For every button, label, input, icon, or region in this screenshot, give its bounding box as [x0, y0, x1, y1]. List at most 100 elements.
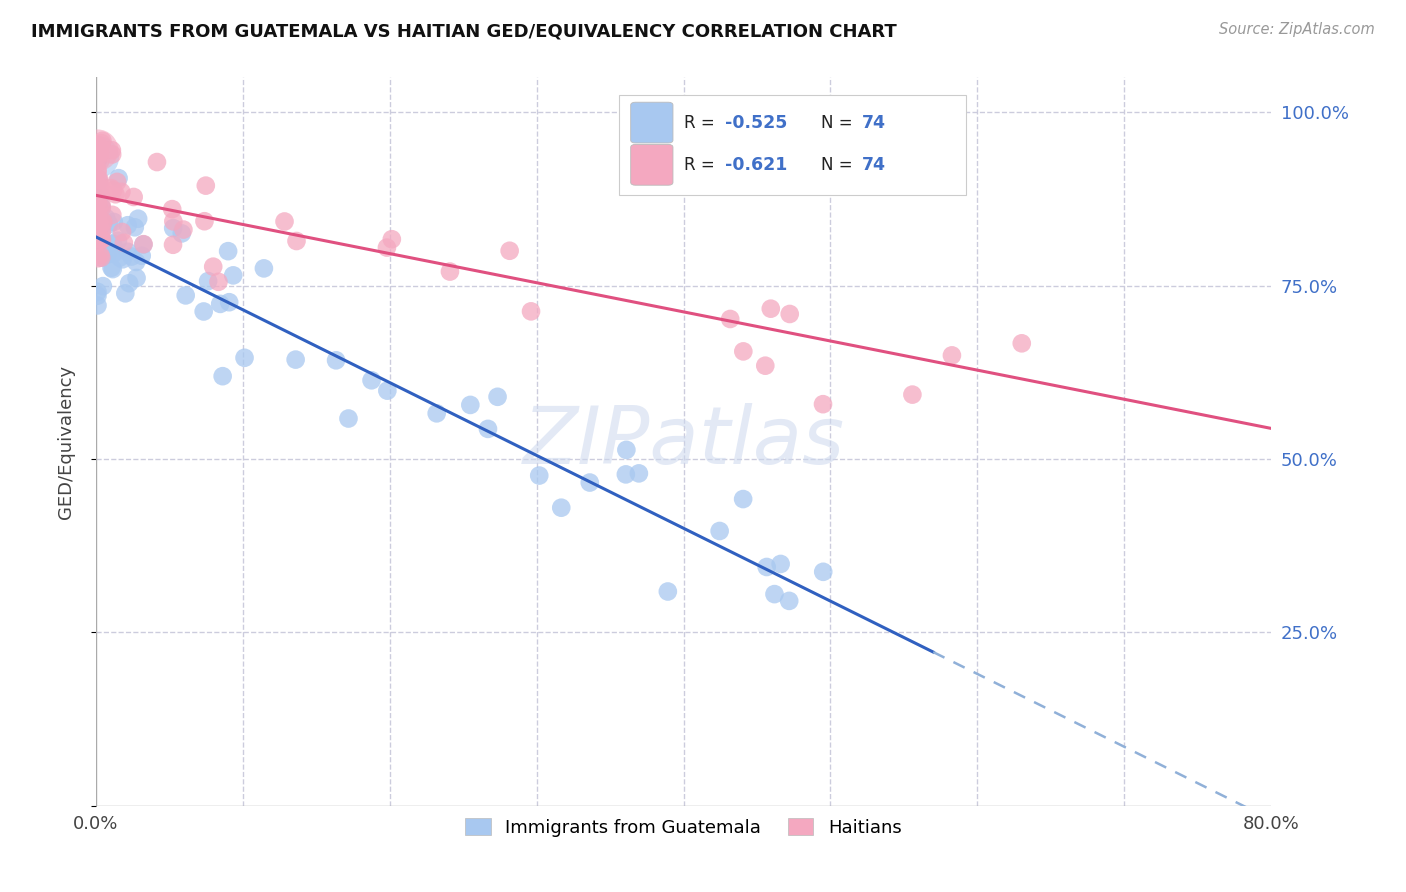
Point — [111, 225, 134, 239]
Point — [91, 240, 114, 254]
Point — [209, 297, 232, 311]
Point — [769, 557, 792, 571]
Point — [111, 252, 134, 267]
Point — [114, 286, 136, 301]
Point — [233, 351, 256, 365]
Point — [89, 179, 111, 194]
Point — [162, 237, 184, 252]
Point — [87, 179, 110, 194]
Point — [86, 154, 108, 169]
Point — [89, 220, 111, 235]
Point — [107, 234, 129, 248]
Point — [87, 146, 110, 161]
Point — [86, 288, 108, 302]
Point — [627, 467, 650, 481]
Point — [87, 174, 110, 188]
Point — [90, 224, 112, 238]
Point — [89, 145, 111, 160]
Point — [162, 214, 184, 228]
Point — [91, 134, 114, 148]
Point — [87, 199, 110, 213]
Point — [90, 251, 112, 265]
Point — [90, 233, 112, 247]
Point — [90, 136, 112, 151]
Point — [439, 264, 461, 278]
Point — [284, 352, 307, 367]
Point — [94, 211, 117, 226]
Point — [86, 236, 108, 251]
Point — [197, 274, 219, 288]
FancyBboxPatch shape — [619, 95, 966, 195]
Text: ZIPatlas: ZIPatlas — [523, 402, 845, 481]
Point — [657, 584, 679, 599]
Point — [100, 181, 122, 195]
Point — [86, 164, 108, 178]
Point — [89, 232, 111, 246]
Point — [1011, 336, 1033, 351]
Point — [122, 190, 145, 204]
Text: R =: R = — [683, 156, 720, 174]
Point — [520, 304, 543, 318]
Point — [754, 359, 776, 373]
Point — [124, 220, 146, 235]
Point — [90, 232, 112, 246]
Point — [616, 442, 638, 457]
Text: 74: 74 — [862, 156, 886, 174]
Point — [733, 491, 755, 506]
Point — [285, 234, 308, 248]
Point — [375, 241, 398, 255]
Point — [87, 173, 110, 187]
Point — [381, 232, 404, 246]
Point — [813, 565, 835, 579]
Point — [217, 244, 239, 259]
Point — [614, 467, 637, 482]
Point — [170, 227, 193, 241]
Point — [118, 276, 141, 290]
Point — [86, 151, 108, 165]
Point — [202, 260, 225, 274]
Point — [89, 218, 111, 232]
Point — [101, 143, 124, 157]
Point — [86, 205, 108, 219]
FancyBboxPatch shape — [631, 145, 673, 186]
Point — [89, 219, 111, 233]
Point — [941, 348, 963, 362]
Point — [89, 153, 111, 168]
Point — [103, 246, 125, 260]
Point — [709, 524, 731, 538]
Point — [162, 221, 184, 235]
Point — [211, 369, 233, 384]
Point — [101, 236, 124, 251]
Point — [105, 175, 128, 189]
Point — [87, 199, 110, 213]
FancyBboxPatch shape — [631, 103, 673, 143]
Point — [222, 268, 245, 283]
Point — [578, 475, 600, 490]
Point — [759, 301, 782, 316]
Text: -0.525: -0.525 — [724, 113, 787, 132]
Point — [172, 222, 194, 236]
Point — [86, 140, 108, 154]
Point — [117, 219, 139, 233]
Point — [550, 500, 572, 515]
Point — [90, 198, 112, 212]
Point — [529, 468, 551, 483]
Text: -0.621: -0.621 — [724, 156, 787, 174]
Text: N =: N = — [821, 113, 858, 132]
Point — [132, 237, 155, 252]
Point — [174, 288, 197, 302]
Point — [131, 249, 153, 263]
Point — [103, 215, 125, 229]
Point — [763, 587, 786, 601]
Point — [117, 244, 139, 259]
Text: 74: 74 — [862, 113, 886, 132]
Point — [377, 384, 399, 398]
Point — [132, 237, 155, 252]
Point — [477, 422, 499, 436]
Point — [87, 252, 110, 266]
Point — [125, 255, 148, 269]
Point — [89, 172, 111, 186]
Point — [121, 250, 143, 264]
Point — [86, 209, 108, 223]
Point — [86, 190, 108, 204]
